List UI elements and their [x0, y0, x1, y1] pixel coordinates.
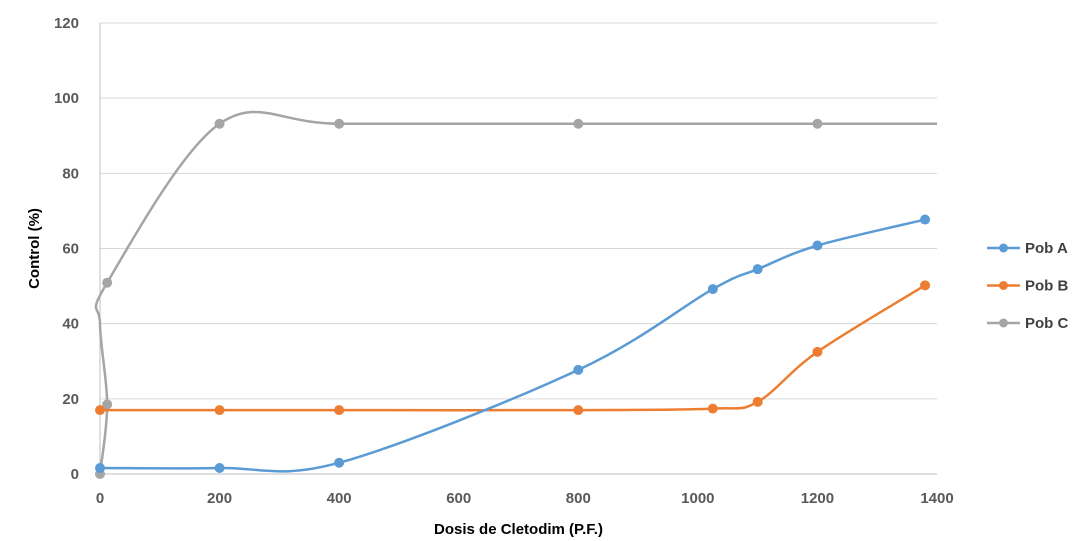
y-tick-label: 120 — [54, 15, 79, 32]
x-tick-label: 600 — [446, 490, 471, 507]
data-point-pob-a — [214, 462, 225, 473]
data-point-pob-c — [573, 118, 584, 129]
legend-label: Pob C — [1025, 315, 1068, 332]
series-line-pob-a — [99, 218, 926, 473]
series-line-pob-b — [100, 284, 926, 412]
series-pob-b — [95, 280, 931, 416]
data-point-pob-b — [334, 405, 345, 416]
x-tick-label: 1200 — [801, 490, 834, 507]
x-tick-label: 200 — [207, 490, 232, 507]
grid-lines — [100, 22, 937, 400]
data-point-pob-b — [573, 405, 584, 416]
data-point-pob-a — [707, 284, 718, 295]
y-tick-label: 60 — [62, 241, 79, 258]
series-pob-a — [95, 214, 931, 473]
data-point-pob-c — [102, 399, 113, 410]
y-tick-label: 0 — [71, 466, 79, 483]
x-tick-label: 800 — [566, 490, 591, 507]
x-tick-label: 1400 — [920, 490, 953, 507]
data-point-pob-c — [102, 277, 113, 288]
legend-item-pob-c: Pob C — [987, 315, 1068, 332]
data-point-pob-a — [95, 462, 105, 473]
legend-swatch-marker — [999, 281, 1008, 290]
data-point-pob-a — [812, 240, 823, 251]
x-axis-label: Dosis de Cletodim (P.F.) — [434, 521, 603, 538]
data-point-pob-a — [573, 364, 584, 375]
y-tick-label: 80 — [62, 165, 79, 182]
data-point-pob-c — [214, 118, 225, 129]
data-point-pob-a — [752, 264, 763, 275]
series-line-pob-c — [94, 110, 937, 475]
data-point-pob-b — [920, 280, 931, 291]
x-tick-label: 0 — [96, 490, 104, 507]
y-tick-label: 100 — [54, 90, 79, 107]
legend-label: Pob B — [1025, 278, 1068, 295]
y-tick-label: 40 — [62, 316, 79, 333]
data-point-pob-c — [812, 118, 823, 129]
legend-label: Pob A — [1025, 240, 1068, 257]
data-point-pob-b — [214, 405, 225, 416]
data-point-pob-b — [707, 403, 718, 414]
data-point-pob-a — [920, 214, 931, 225]
legend-swatch-marker — [999, 318, 1008, 328]
y-tick-label: 20 — [62, 391, 79, 408]
series-pob-c — [94, 110, 937, 479]
data-point-pob-b — [812, 346, 823, 357]
data-point-pob-b — [95, 405, 105, 416]
data-point-pob-b — [752, 396, 763, 407]
data-point-pob-a — [334, 457, 345, 468]
legend-swatch-marker — [999, 243, 1008, 253]
series-group — [94, 110, 937, 479]
x-tick-label: 400 — [327, 490, 352, 507]
x-tick-label: 1000 — [681, 490, 714, 507]
legend-item-pob-b: Pob B — [987, 278, 1068, 295]
legend-item-pob-a: Pob A — [987, 240, 1068, 257]
y-axis-label: Control (%) — [26, 208, 43, 289]
axes — [99, 23, 937, 475]
data-point-pob-c — [334, 118, 345, 129]
legend: Pob A Pob B Pob C — [987, 240, 1068, 332]
